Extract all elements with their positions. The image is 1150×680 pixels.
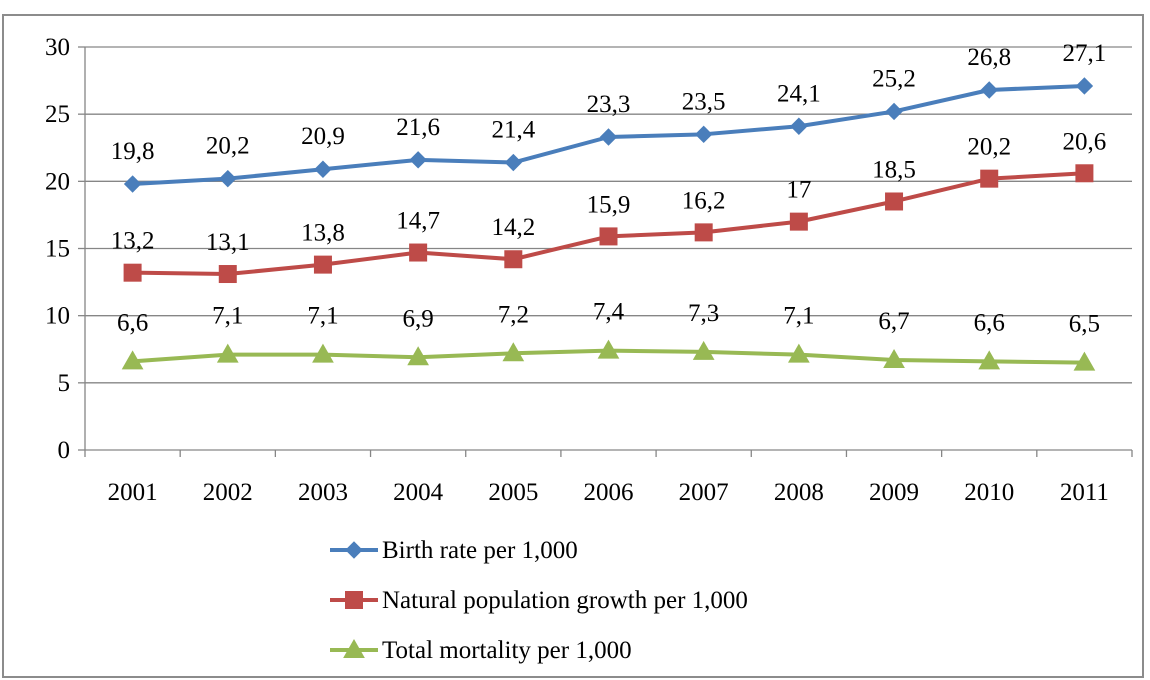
legend-item-2-label: Total mortality per 1,000	[382, 637, 632, 664]
x-tick-label-2006: 2006	[584, 479, 634, 506]
x-tick-label-2011: 2011	[1060, 479, 1109, 506]
legend-item-1-marker	[345, 591, 363, 609]
series-1-data-label-2003: 13,8	[301, 220, 345, 247]
x-tick-label-2002: 2002	[203, 479, 253, 506]
x-tick-label-2007: 2007	[679, 479, 729, 506]
chart-frame	[2, 14, 1144, 678]
series-2-point-2001	[121, 350, 144, 370]
series-2-point-2010	[978, 350, 1001, 370]
series-1-data-label-2005: 14,2	[491, 214, 535, 241]
y-tick-label-15: 15	[45, 236, 70, 263]
series-0-point-2005	[504, 153, 523, 172]
series-0-point-2002	[219, 169, 237, 188]
legend-item-0-marker	[345, 541, 363, 559]
series-1-data-label-2008: 17	[786, 177, 811, 204]
series-2-point-2004	[407, 346, 429, 366]
x-tick-label-2003: 2003	[298, 479, 348, 506]
series-2-data-label-2007: 7,3	[688, 300, 719, 327]
legend-item-2-marker	[343, 638, 365, 658]
series-0-data-label-2011: 27,1	[1063, 40, 1107, 67]
y-tick-label-5: 5	[58, 370, 71, 397]
series-1-point-2003	[313, 255, 332, 274]
series-2-data-label-2005: 7,2	[498, 301, 529, 328]
y-tick-label-10: 10	[45, 303, 70, 330]
y-tick-label-25: 25	[45, 101, 70, 128]
x-tick-label-2005: 2005	[488, 479, 538, 506]
series-1-point-2010	[980, 169, 999, 188]
series-0-data-label-2004: 21,6	[396, 114, 440, 141]
series-0-data-label-2006: 23,3	[587, 91, 631, 118]
series-0-point-2011	[1075, 77, 1094, 95]
series-0-data-label-2008: 24,1	[777, 80, 821, 107]
series-0-data-label-2005: 21,4	[491, 117, 535, 144]
y-tick-label-0: 0	[58, 437, 71, 464]
series-0-point-2006	[599, 128, 618, 146]
series-0-point-2004	[409, 151, 427, 169]
series-0-data-label-2001: 19,8	[111, 138, 155, 165]
series-1-point-2008	[789, 212, 808, 231]
x-tick-label-2008: 2008	[774, 479, 824, 506]
series-0-data-label-2009: 25,2	[872, 65, 916, 92]
series-1-point-2004	[409, 243, 428, 262]
series-2-point-2003	[312, 343, 334, 363]
series-0-point-2009	[885, 102, 903, 121]
series-2-point-2005	[502, 342, 525, 362]
series-1-point-2001	[123, 263, 142, 282]
series-2-point-2006	[597, 339, 620, 359]
series-1-data-label-2009: 18,5	[872, 156, 916, 183]
series-1-point-2007	[694, 223, 713, 242]
series-2-data-label-2008: 7,1	[783, 303, 814, 330]
series-1-data-label-2001: 13,2	[111, 228, 155, 255]
legend-item-0-label: Birth rate per 1,000	[382, 537, 578, 564]
series-1-point-2009	[885, 192, 904, 211]
series-0-data-label-2007: 23,5	[682, 88, 726, 115]
series-1-data-label-2007: 16,2	[682, 187, 726, 214]
series-1-data-label-2006: 15,9	[587, 191, 631, 218]
series-1-data-label-2002: 13,1	[206, 229, 250, 256]
series-0-point-2010	[980, 81, 998, 99]
series-0-point-2003	[314, 160, 332, 178]
series-1-point-2006	[599, 227, 618, 246]
legend-item-1-label: Natural population growth per 1,000	[382, 587, 748, 614]
series-0-point-2001	[123, 175, 142, 193]
series-2-point-2008	[788, 343, 810, 363]
series-1-data-label-2010: 20,2	[967, 134, 1011, 161]
y-tick-label-20: 20	[45, 168, 70, 195]
series-1-data-label-2011: 20,6	[1063, 128, 1107, 155]
series-0-point-2008	[790, 117, 808, 135]
series	[121, 77, 1096, 371]
x-tick-label-2001: 2001	[108, 479, 158, 506]
series-1-line	[130, 171, 1087, 277]
series-2-data-label-2010: 6,6	[974, 309, 1005, 336]
x-tick-label-2010: 2010	[964, 479, 1014, 506]
series-1-point-2002	[218, 265, 237, 284]
data-labels: 19,8 20,2 20,9 21,6 21,4 23,3 23,5 24,1 25,2 26,8…	[111, 40, 1107, 338]
series-2-point-2002	[216, 343, 239, 363]
x-tick-label-2004: 2004	[393, 479, 444, 506]
gridlines	[85, 46, 1132, 384]
series-2-data-label-2001: 6,6	[117, 309, 148, 336]
series-2-data-label-2009: 6,7	[878, 308, 909, 335]
series-1-point-2005	[504, 250, 523, 269]
series-1-point-2011	[1075, 164, 1094, 183]
series-2-point-2011	[1073, 351, 1096, 371]
series-2-data-label-2003: 7,1	[307, 303, 338, 330]
axes: 0 5 10 15 20 25 30 2001 2002 2003 2004 2005 2006 2007…	[45, 34, 1133, 506]
series-2-data-label-2006: 7,4	[593, 299, 625, 326]
series-2-point-2009	[883, 348, 905, 368]
x-tick-label-2009: 2009	[869, 479, 919, 506]
y-tick-label-30: 30	[45, 34, 70, 61]
series-2-data-label-2002: 7,1	[212, 303, 243, 330]
series-2-data-label-2011: 6,5	[1069, 311, 1100, 338]
series-2-point-2007	[692, 340, 715, 360]
series-0-data-label-2003: 20,9	[301, 123, 345, 150]
legend: Birth rate per 1,000 Natural population g…	[330, 537, 748, 664]
series-1-data-label-2004: 14,7	[396, 208, 440, 235]
series-0-data-label-2002: 20,2	[206, 133, 250, 160]
series-0-point-2007	[694, 125, 713, 144]
series-2-data-label-2004: 6,9	[403, 305, 434, 332]
series-0-data-label-2010: 26,8	[967, 44, 1011, 71]
